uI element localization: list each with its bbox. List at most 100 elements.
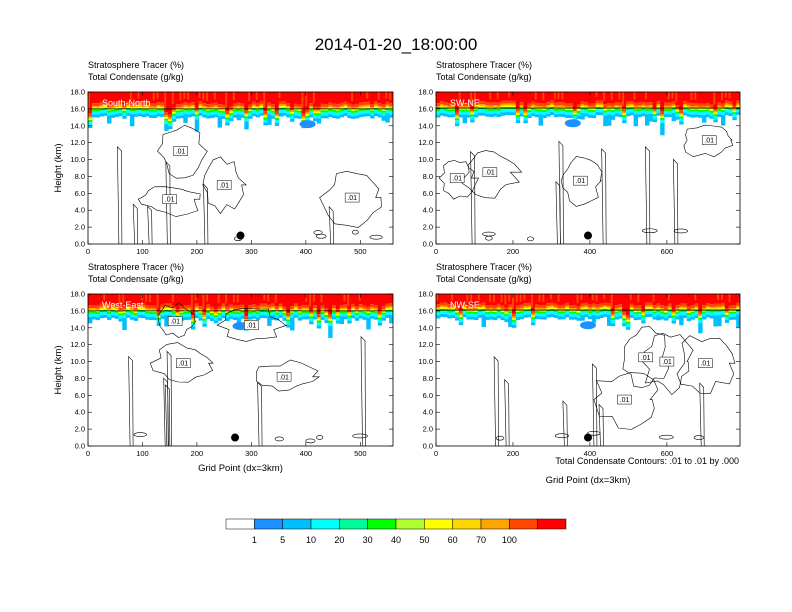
tracer-cell	[675, 316, 680, 320]
tracer-cell	[358, 312, 364, 316]
tracer-cell	[312, 305, 318, 309]
tracer-cell	[278, 306, 284, 309]
tracer-cell	[466, 316, 471, 320]
tracer-cell	[297, 109, 303, 111]
tracer-cell	[584, 307, 589, 310]
y-tick-label: 6.0	[423, 391, 433, 400]
tracer-cell	[210, 109, 215, 113]
tracer-cell	[95, 109, 101, 112]
tracer-cell	[198, 317, 203, 321]
tracer-cell	[443, 305, 448, 308]
tracer-cell	[519, 313, 524, 317]
tracer-cell	[171, 313, 177, 317]
tracer-cell	[183, 113, 188, 123]
tracer-cell	[705, 305, 711, 308]
tracer-cell	[690, 309, 695, 312]
tracer-cell	[271, 308, 276, 310]
tracer-cell	[489, 309, 494, 312]
tracer-cell	[618, 109, 623, 112]
contour-line	[216, 307, 287, 342]
tracer-cell	[305, 92, 308, 107]
tracer-cell	[724, 109, 730, 113]
tracer-cell	[114, 92, 120, 103]
tracer-cell	[698, 112, 703, 115]
tracer-cell	[137, 104, 142, 107]
tracer-cell	[160, 107, 165, 109]
tracer-cell	[500, 310, 505, 313]
tracer-cell	[523, 111, 528, 114]
tracer-cell	[667, 312, 673, 316]
tracer-cell	[470, 305, 475, 309]
tracer-cell	[550, 112, 555, 115]
tracer-cell	[282, 104, 287, 107]
tracer-cell	[466, 294, 469, 302]
tracer-cell	[328, 325, 333, 338]
tracer-cell	[493, 294, 498, 306]
tracer-cell	[580, 104, 585, 107]
tracer-cell	[389, 311, 393, 315]
tracer-cell	[316, 111, 322, 114]
tracer-cell	[103, 311, 108, 315]
tracer-cell	[626, 318, 631, 321]
tracer-cell	[671, 312, 676, 314]
tracer-cell	[354, 312, 360, 315]
tracer-cell	[179, 312, 184, 315]
tracer-cell	[439, 92, 445, 102]
tracer-cell	[225, 117, 230, 120]
tracer-cell	[641, 106, 646, 109]
tracer-cell	[629, 314, 635, 318]
tracer-cell	[618, 294, 623, 305]
tracer-cell	[332, 294, 337, 306]
tracer-cell	[156, 106, 162, 109]
tracer-cell	[259, 294, 264, 304]
tracer-cell	[187, 109, 192, 112]
legend-swatch	[537, 518, 567, 530]
tracer-cell	[164, 118, 169, 121]
tracer-cell	[339, 313, 345, 317]
tracer-cell	[709, 110, 714, 113]
tracer-cell	[305, 294, 308, 302]
tracer-cell	[694, 105, 699, 108]
tracer-cell	[436, 315, 441, 319]
y-tick-label: 16.0	[70, 104, 85, 113]
tracer-cell	[591, 112, 597, 116]
x-tick-label: 400	[584, 449, 597, 458]
tracer-cell	[675, 313, 680, 317]
tracer-cell	[690, 316, 695, 320]
tracer-cell	[335, 108, 341, 111]
contour-label: .01	[165, 197, 175, 204]
tracer-cell	[370, 115, 375, 119]
tracer-field	[436, 92, 740, 136]
tracer-cell	[118, 110, 123, 114]
tracer-cell	[305, 309, 310, 312]
tracer-cell	[274, 310, 280, 313]
tracer-cell	[683, 308, 688, 311]
contour-line	[316, 435, 324, 440]
tracer-cell	[664, 314, 669, 318]
tracer-cell	[531, 104, 536, 107]
tracer-cell	[512, 319, 517, 322]
tracer-cell	[667, 303, 673, 307]
tracer-cell	[183, 92, 186, 99]
x-tick-label: 200	[507, 247, 520, 256]
tracer-cell	[133, 113, 139, 117]
tracer-cell	[175, 115, 181, 119]
tracer-cell	[347, 294, 352, 310]
tracer-cell	[671, 320, 676, 324]
tracer-cell	[293, 108, 299, 111]
tracer-cell	[366, 318, 371, 330]
tracer-cell	[133, 306, 139, 310]
tracer-cell	[493, 317, 498, 321]
tracer-cell	[236, 114, 242, 121]
tracer-cell	[489, 313, 494, 317]
tracer-cell	[206, 313, 211, 317]
tracer-cell	[351, 308, 356, 311]
tracer-cell	[683, 107, 688, 110]
tracer-cell	[229, 109, 234, 112]
tracer-cell	[206, 104, 211, 108]
tracer-cell	[458, 111, 464, 115]
tracer-cell	[550, 294, 555, 303]
tracer-cell	[607, 114, 612, 126]
panel-west-east: Stratosphere Tracer (%)Total Condensate …	[53, 262, 394, 474]
tracer-cell	[584, 92, 589, 103]
